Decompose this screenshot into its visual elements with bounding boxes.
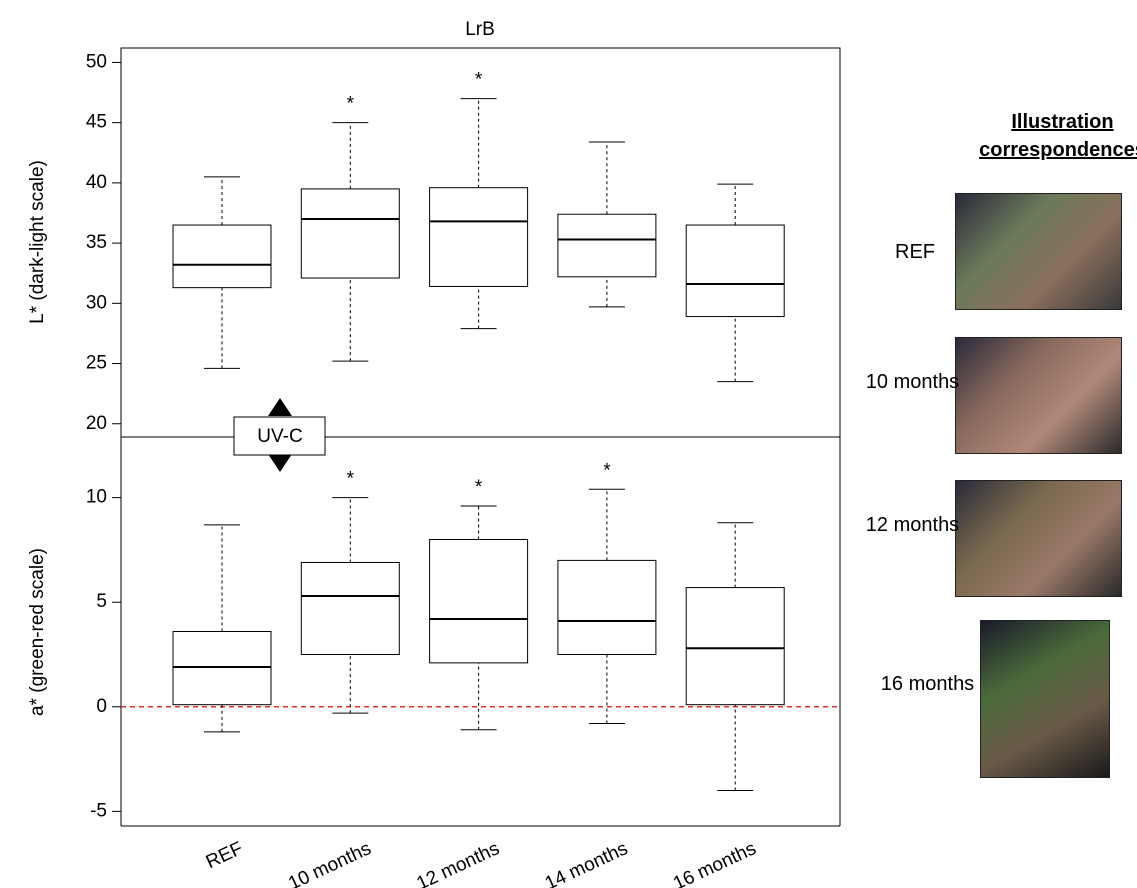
photo	[955, 337, 1122, 454]
box	[172, 224, 272, 289]
double-arrow	[268, 398, 292, 472]
box	[557, 213, 657, 278]
x-tick-label: 14 months	[542, 838, 631, 888]
annotation: UV-C	[257, 426, 302, 447]
significance-marker: *	[347, 94, 355, 115]
significance-marker: *	[603, 460, 611, 481]
box	[172, 631, 272, 706]
plot-frame	[120, 47, 841, 438]
x-tick-label: 12 months	[414, 838, 503, 888]
y-tick-label: 40	[86, 172, 107, 193]
y-tick-label: -5	[90, 800, 107, 821]
x-tick-label: 16 months	[670, 838, 759, 888]
y-tick-label: 50	[86, 51, 107, 72]
significance-marker: *	[475, 70, 483, 91]
box	[685, 224, 785, 318]
y-tick-label: 0	[96, 696, 107, 717]
photo	[955, 193, 1122, 310]
y-axis-label: L* (dark-light scale)	[27, 160, 48, 324]
y-tick-label: 45	[86, 112, 107, 133]
box	[300, 561, 400, 656]
y-axis-label: a* (green-red scale)	[27, 548, 48, 716]
y-tick-label: 20	[86, 413, 107, 434]
y-tick-label: 35	[86, 232, 107, 253]
x-tick-label: 10 months	[285, 838, 374, 888]
y-tick-label: 25	[86, 353, 107, 374]
x-tick-label: REF	[203, 838, 246, 873]
box	[429, 187, 529, 287]
y-tick-label: 30	[86, 292, 107, 313]
y-tick-label: 10	[86, 487, 107, 508]
y-tick-label: 5	[96, 591, 107, 612]
photo	[955, 480, 1122, 597]
illustration-label: 10 months	[865, 371, 960, 393]
chart-title: LrB	[465, 19, 495, 40]
box	[685, 587, 785, 706]
significance-marker: *	[475, 477, 483, 498]
photo	[980, 620, 1110, 778]
box	[429, 538, 529, 664]
illustration-title: Illustration correspondences	[979, 111, 1137, 161]
illustration-label: 12 months	[865, 514, 960, 536]
box	[300, 188, 400, 279]
box	[557, 559, 657, 656]
illustration-label: 16 months	[880, 673, 975, 695]
significance-marker: *	[347, 469, 355, 490]
annotation-box	[233, 416, 326, 456]
illustration-label: REF	[895, 241, 935, 263]
